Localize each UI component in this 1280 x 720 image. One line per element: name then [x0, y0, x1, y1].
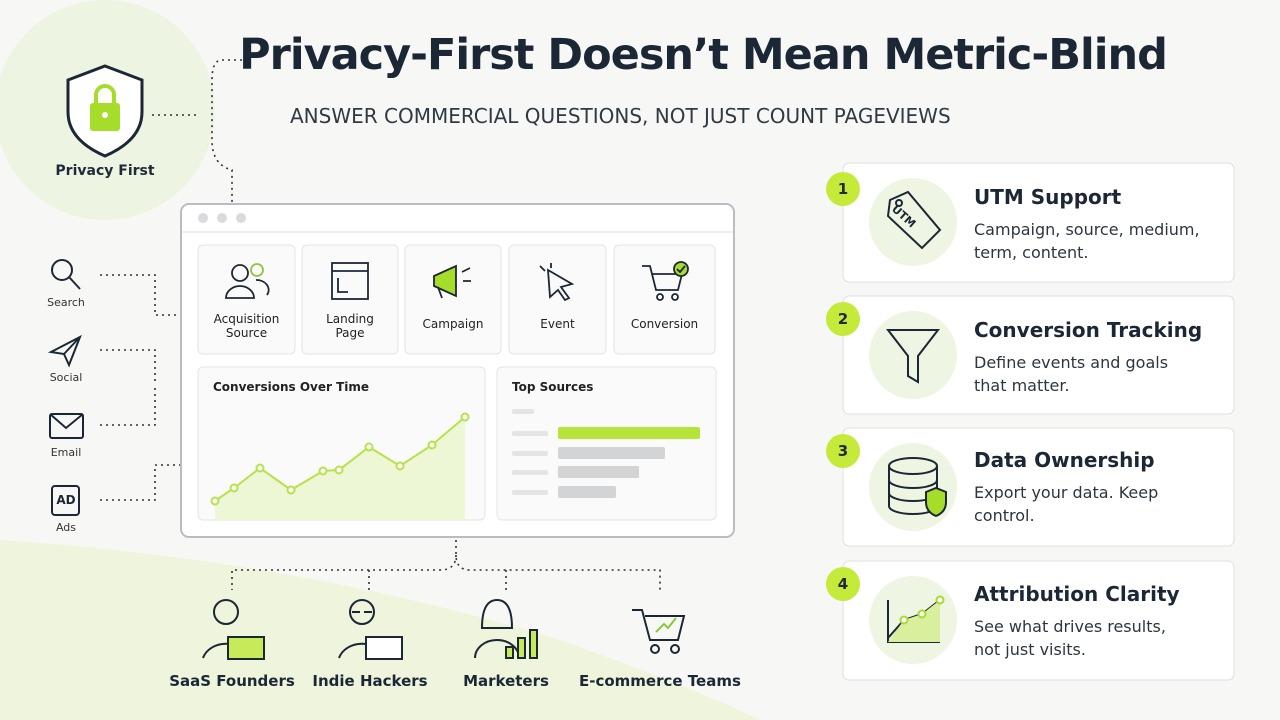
feature-title: UTM Support	[974, 185, 1122, 209]
bg-wave	[0, 540, 760, 720]
feature-title: Data Ownership	[974, 448, 1155, 472]
connectors	[100, 59, 661, 590]
tile-label: Conversion	[630, 317, 699, 331]
feature-description: Export your data. Keep control.	[974, 483, 1159, 525]
tile-label: Landing Page	[326, 312, 374, 340]
audience-label: SaaS Founders	[169, 672, 295, 690]
channel-icon-text: AD	[56, 493, 76, 507]
channel-label: Ads	[55, 521, 77, 534]
feature-title: Conversion Tracking	[974, 318, 1203, 342]
audience-icons	[202, 598, 686, 660]
chart-line	[214, 416, 466, 502]
tile-label: Campaign	[422, 317, 484, 331]
channel-label: Search	[47, 296, 85, 309]
audience-label: Indie Hackers	[312, 672, 428, 690]
feature-number: 1	[837, 180, 849, 198]
feature-title: Attribution Clarity	[974, 582, 1180, 606]
window-dots	[198, 213, 246, 223]
audience-label: Marketers	[463, 672, 549, 690]
title: Privacy-First Doesn’t Mean Metric-Blind	[239, 30, 1168, 80]
chart-points	[210, 412, 470, 506]
feature-cards	[826, 162, 1235, 681]
audience-label: E-commerce Teams	[579, 672, 741, 690]
badge-label: Privacy First	[55, 163, 155, 179]
tile-label: Event	[540, 317, 575, 331]
tile-icons	[225, 261, 689, 302]
sources-title: Top Sources	[512, 380, 594, 394]
chart-title: Conversions Over Time	[213, 380, 370, 394]
tile-label: Acquisition Source	[213, 312, 280, 340]
subtitle: ANSWER COMMERCIAL QUESTIONS, NOT JUST CO…	[290, 104, 951, 128]
feature-number: 2	[837, 310, 849, 328]
feature-number: 4	[837, 575, 849, 593]
lock-shackle	[94, 84, 116, 103]
chart-area	[215, 417, 465, 520]
source-bars	[512, 409, 700, 498]
channel-label: Social	[49, 371, 83, 384]
lock-hole	[102, 112, 108, 118]
channel-icons	[47, 259, 84, 516]
feature-description: Define events and goals that matter.	[974, 353, 1169, 395]
feature-number: 3	[837, 442, 849, 460]
feature-description: See what drives results, not just visits…	[974, 617, 1166, 659]
feature-description: Campaign, source, medium, term, content.	[974, 220, 1200, 262]
channel-label: Email	[50, 446, 82, 459]
